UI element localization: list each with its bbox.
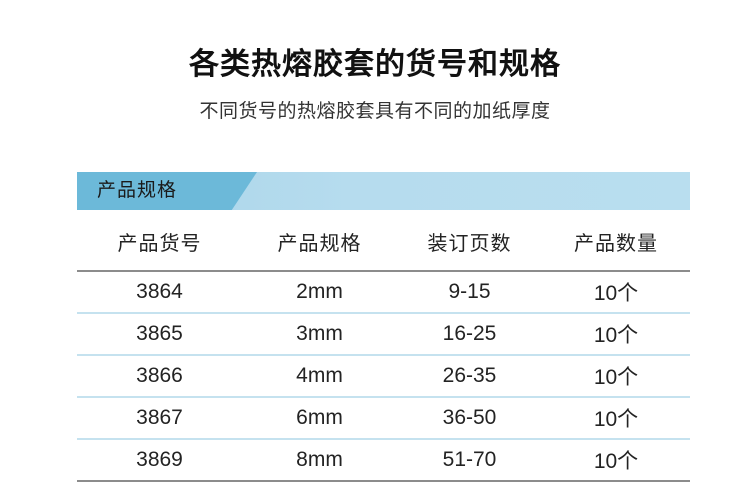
page-subtitle: 不同货号的热熔胶套具有不同的加纸厚度: [199, 101, 551, 122]
column-header-spec: 产品规格: [242, 213, 397, 272]
table-row: 3866 4mm 26-35 10个: [77, 355, 690, 398]
cell-quantity: 10个: [542, 355, 690, 398]
page-title: 各类热熔胶套的货号和规格: [189, 48, 561, 81]
product-spec-table: 产品货号 产品规格 装订页数 产品数量 3864 2mm 9-15 10个 38…: [77, 213, 690, 482]
cell-item-no: 3866: [77, 355, 242, 398]
cell-quantity: 10个: [542, 397, 690, 440]
cell-spec: 2mm: [242, 271, 397, 314]
column-header-quantity: 产品数量: [542, 213, 690, 272]
heading-block: 各类热熔胶套的货号和规格 不同货号的热熔胶套具有不同的加纸厚度: [0, 46, 750, 126]
cell-quantity: 10个: [542, 271, 690, 314]
column-header-pages: 装订页数: [397, 213, 542, 272]
cell-pages: 9-15: [397, 271, 542, 314]
cell-item-no: 3867: [77, 397, 242, 440]
cell-item-no: 3864: [77, 271, 242, 314]
table-row: 3864 2mm 9-15 10个: [77, 271, 690, 314]
cell-pages: 26-35: [397, 355, 542, 398]
cell-spec: 3mm: [242, 313, 397, 356]
cell-spec: 6mm: [242, 397, 397, 440]
section-banner-label: 产品规格: [97, 180, 178, 201]
cell-item-no: 3865: [77, 313, 242, 356]
banner-dark-tab: [77, 172, 257, 210]
table-row: 3865 3mm 16-25 10个: [77, 313, 690, 356]
table-row: 3867 6mm 36-50 10个: [77, 397, 690, 440]
cell-quantity: 10个: [542, 439, 690, 482]
cell-spec: 8mm: [242, 439, 397, 482]
cell-quantity: 10个: [542, 313, 690, 356]
column-header-item-no: 产品货号: [77, 213, 242, 272]
cell-spec: 4mm: [242, 355, 397, 398]
section-banner: 产品规格: [77, 172, 690, 210]
cell-item-no: 3869: [77, 439, 242, 482]
cell-pages: 36-50: [397, 397, 542, 440]
table-row: 3869 8mm 51-70 10个: [77, 439, 690, 482]
cell-pages: 16-25: [397, 313, 542, 356]
cell-pages: 51-70: [397, 439, 542, 482]
table-header-row: 产品货号 产品规格 装订页数 产品数量: [77, 213, 690, 272]
